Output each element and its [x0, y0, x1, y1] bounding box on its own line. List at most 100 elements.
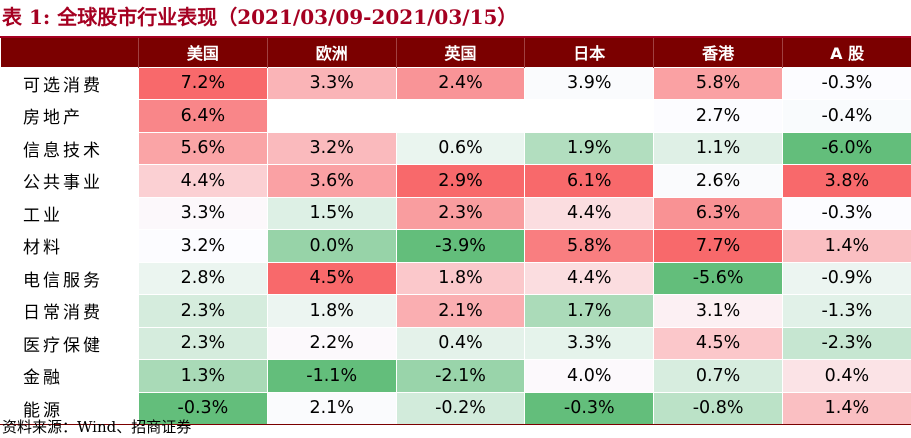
row-label: 材料: [0, 229, 139, 263]
value-cell: 0.7%: [653, 359, 783, 393]
value-cell: 2.3%: [138, 326, 268, 360]
table-title: 表 1: 全球股市行业表现（2021/03/09-2021/03/15）: [2, 5, 518, 29]
industry-performance-table: 美国 欧洲 英国 日本 香港 A 股 可选消费 7.2% 3.3% 2.4% 3.9% 5…: [0, 38, 911, 425]
table-row: 工业 3.3% 1.5% 2.3% 4.4% 6.3% -0.3%: [0, 196, 911, 230]
row-label: 信息技术: [0, 131, 139, 165]
value-cell: 3.1%: [653, 294, 783, 328]
value-cell: 5.8%: [653, 66, 783, 100]
value-cell: -2.1%: [395, 359, 526, 393]
table-row: 医疗保健 2.3% 2.2% 0.4% 3.3% 4.5% -2.3%: [0, 326, 911, 360]
value-cell: 0.6%: [395, 131, 526, 165]
table-row: 日常消费 2.3% 1.8% 2.1% 1.7% 3.1% -1.3%: [0, 294, 911, 328]
value-cell: 2.3%: [395, 196, 526, 230]
value-cell: [395, 99, 526, 133]
title-divider: [0, 36, 911, 38]
value-cell: -2.3%: [781, 326, 911, 360]
value-cell: 1.7%: [524, 294, 655, 328]
value-cell: -1.1%: [266, 359, 397, 393]
row-label: 电信服务: [0, 261, 139, 295]
header-corner: [0, 38, 139, 67]
row-label: 房地产: [0, 99, 139, 133]
value-cell: 5.8%: [524, 229, 655, 263]
value-cell: -0.3%: [138, 391, 268, 425]
table-row: 电信服务 2.8% 4.5% 1.8% 4.4% -5.6% -0.9%: [0, 261, 911, 295]
value-cell: 4.5%: [266, 261, 397, 295]
value-cell: 0.0%: [266, 229, 397, 263]
header-japan: 日本: [524, 38, 655, 67]
value-cell: 1.9%: [524, 131, 655, 165]
value-cell: 2.6%: [653, 164, 783, 198]
table-row: 房地产 6.4% 2.7% -0.4%: [0, 99, 911, 133]
value-cell: 2.2%: [266, 326, 397, 360]
value-cell: 4.4%: [524, 196, 655, 230]
table-row: 材料 3.2% 0.0% -3.9% 5.8% 7.7% 1.4%: [0, 229, 911, 263]
value-cell: 2.8%: [138, 261, 268, 295]
value-cell: 3.3%: [524, 326, 655, 360]
value-cell: 1.3%: [138, 359, 268, 393]
value-cell: 0.4%: [395, 326, 526, 360]
value-cell: [266, 99, 397, 133]
value-cell: 7.2%: [138, 66, 268, 100]
value-cell: -6.0%: [781, 131, 911, 165]
value-cell: -0.4%: [781, 99, 911, 133]
value-cell: 3.3%: [138, 196, 268, 230]
value-cell: 0.4%: [781, 359, 911, 393]
value-cell: -0.3%: [524, 391, 655, 425]
value-cell: -0.3%: [781, 196, 911, 230]
header-row: 美国 欧洲 英国 日本 香港 A 股: [0, 38, 911, 67]
table-row: 可选消费 7.2% 3.3% 2.4% 3.9% 5.8% -0.3%: [0, 66, 911, 100]
value-cell: 2.4%: [395, 66, 526, 100]
value-cell: 2.9%: [395, 164, 526, 198]
table-row: 信息技术 5.6% 3.2% 0.6% 1.9% 1.1% -6.0%: [0, 131, 911, 165]
row-label: 可选消费: [0, 66, 139, 100]
header-us: 美国: [138, 38, 268, 67]
table-row: 金融 1.3% -1.1% -2.1% 4.0% 0.7% 0.4%: [0, 359, 911, 393]
value-cell: -5.6%: [653, 261, 783, 295]
value-cell: 3.2%: [266, 131, 397, 165]
row-label: 医疗保健: [0, 326, 139, 360]
value-cell: -3.9%: [395, 229, 526, 263]
value-cell: 7.7%: [653, 229, 783, 263]
value-cell: 2.1%: [266, 391, 397, 425]
value-cell: 1.8%: [266, 294, 397, 328]
value-cell: 4.5%: [653, 326, 783, 360]
value-cell: 1.1%: [653, 131, 783, 165]
value-cell: 6.1%: [524, 164, 655, 198]
value-cell: 3.2%: [138, 229, 268, 263]
table-row: 公共事业 4.4% 3.6% 2.9% 6.1% 2.6% 3.8%: [0, 164, 911, 198]
row-label: 金融: [0, 359, 139, 393]
value-cell: 1.4%: [781, 391, 911, 425]
value-cell: 6.4%: [138, 99, 268, 133]
value-cell: -0.2%: [395, 391, 526, 425]
header-a-share: A 股: [782, 38, 911, 67]
value-cell: 3.6%: [266, 164, 397, 198]
source-note: 资料来源：Wind、招商证券: [2, 418, 192, 436]
value-cell: 1.4%: [781, 229, 911, 263]
value-cell: 2.3%: [138, 294, 268, 328]
value-cell: [524, 99, 655, 133]
value-cell: 4.0%: [524, 359, 655, 393]
value-cell: 1.8%: [395, 261, 526, 295]
row-label: 公共事业: [0, 164, 139, 198]
value-cell: 4.4%: [524, 261, 655, 295]
header-uk: 英国: [396, 38, 526, 67]
value-cell: 6.3%: [653, 196, 783, 230]
value-cell: 2.1%: [395, 294, 526, 328]
row-label: 日常消费: [0, 294, 139, 328]
value-cell: -0.3%: [781, 66, 911, 100]
row-label: 能源: [0, 391, 139, 425]
value-cell: -0.8%: [653, 391, 783, 425]
header-europe: 欧洲: [267, 38, 397, 67]
value-cell: 2.7%: [653, 99, 783, 133]
value-cell: 5.6%: [138, 131, 268, 165]
value-cell: -1.3%: [781, 294, 911, 328]
value-cell: 3.8%: [781, 164, 911, 198]
table-row: 能源 -0.3% 2.1% -0.2% -0.3% -0.8% 1.4%: [0, 391, 911, 425]
row-label: 工业: [0, 196, 139, 230]
value-cell: 3.9%: [524, 66, 655, 100]
header-hongkong: 香港: [653, 38, 783, 67]
value-cell: 3.3%: [266, 66, 397, 100]
value-cell: 4.4%: [138, 164, 268, 198]
value-cell: 1.5%: [266, 196, 397, 230]
value-cell: -0.9%: [781, 261, 911, 295]
